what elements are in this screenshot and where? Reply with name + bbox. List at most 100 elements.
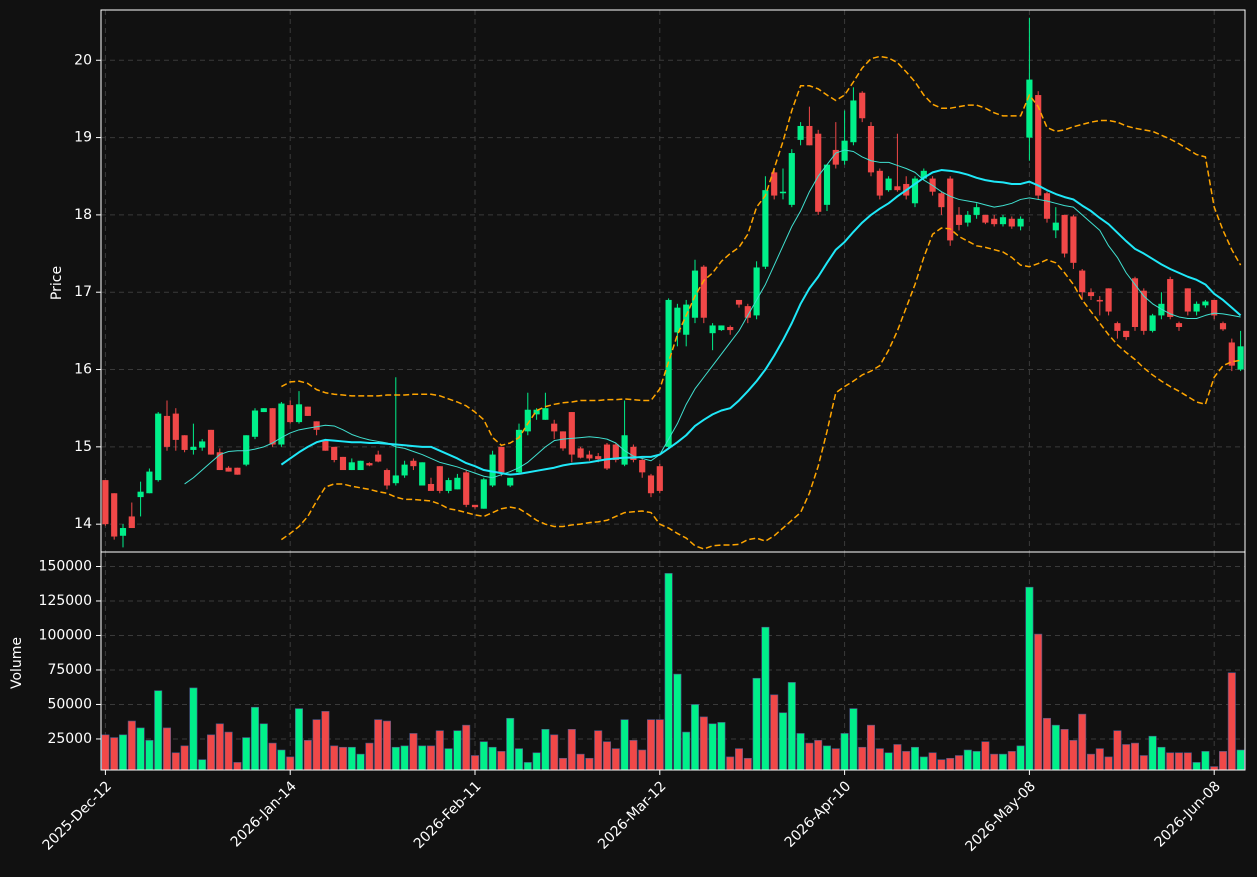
candle-body [700,266,707,318]
candle-body [639,459,646,473]
volume-bar [1043,717,1051,771]
volume-bar [1069,740,1078,771]
candle-body [1202,301,1209,306]
y-tick-label: 25000 [47,731,92,747]
candle-body [137,491,144,498]
volume-bar [770,694,779,771]
candle-body [753,267,760,316]
candle-body [788,153,795,205]
candle-body [595,456,602,460]
candle-body [894,186,901,191]
candle-body [1193,303,1200,312]
volume-bar [541,728,550,771]
candle-body [331,446,338,460]
volume-bar [1166,752,1175,771]
volume-bar [259,723,268,771]
candle-body [471,504,479,508]
candle-body [524,409,531,432]
volume-bar [119,734,127,771]
volume-bar [691,704,699,771]
volume-bar [180,745,189,771]
volume-bar [198,759,207,771]
volume-bar [849,708,858,771]
volume-bar [1183,752,1192,771]
y-tick-label: 100000 [39,627,92,643]
candle-body [1114,323,1121,331]
candle-body [1087,292,1095,297]
volume-bar [330,745,339,771]
volume-bar [559,757,567,771]
y-axis-label: Price [49,266,65,300]
candle-body [683,304,690,335]
candle-body [568,412,575,455]
volume-bar [268,742,277,771]
candle-body [172,413,179,440]
volume-bar [471,755,479,771]
volume-bar [972,751,981,771]
volume-bar [823,745,831,771]
volume-bar [655,719,664,771]
volume-axis-label: Volume [9,637,25,689]
volume-bar [937,759,946,771]
y-tick-label: 75000 [47,662,92,678]
candle-body [735,299,743,305]
volume-bar [1113,730,1122,771]
volume-bar [779,712,787,771]
candle-body [1052,222,1059,231]
volume-bar [506,717,515,771]
candle-body [269,408,276,445]
candle-body [111,493,118,537]
volume-bar [963,749,972,771]
indicator-line [184,149,1241,485]
candle-body [1070,216,1077,263]
y-tick-label: 17 [74,284,92,300]
candle-body [823,164,831,205]
candle-body [674,307,681,333]
candle-body [621,435,628,465]
volume-bar [1131,742,1139,771]
candle-body [542,408,549,420]
volume-bar [919,756,928,771]
candle-body [348,462,355,471]
candle-body [313,421,320,430]
candle-body [665,299,672,447]
candle-body [991,218,998,225]
volume-bar [831,748,840,771]
indicator-line [280,169,1242,476]
volume-bar [840,733,849,771]
candle-body [885,178,892,191]
candle-body [1043,193,1051,219]
volume-bar [805,742,814,771]
volume-bar [1192,762,1201,771]
volume-bar [717,722,726,771]
volume-bar [233,762,242,771]
volume-bar [224,731,233,771]
volume-bar [101,734,110,771]
candle-body [146,471,153,494]
volume-bar [1219,751,1227,771]
candle-body [436,466,443,491]
candle-body [243,435,250,465]
candle-body [480,479,487,509]
volume-bar [946,757,955,771]
candle-body [1237,346,1244,370]
volume-bar [875,748,884,771]
volume-bar [374,719,383,771]
volume-bar [603,741,611,771]
volume-bar [444,748,453,771]
volume-bar [1087,753,1095,771]
y-tick-label: 14 [74,516,92,532]
candle-body [1079,270,1086,293]
candle-body [797,125,804,140]
volume-bar [365,742,374,771]
candle-body [181,435,188,450]
indicator-line [280,227,1241,550]
candle-body [647,475,655,494]
candle-body [322,440,329,451]
candle-body [427,483,435,491]
candle-body [999,217,1007,225]
candle-body [445,480,452,491]
candle-body [295,404,303,423]
volume-bar [303,740,312,771]
